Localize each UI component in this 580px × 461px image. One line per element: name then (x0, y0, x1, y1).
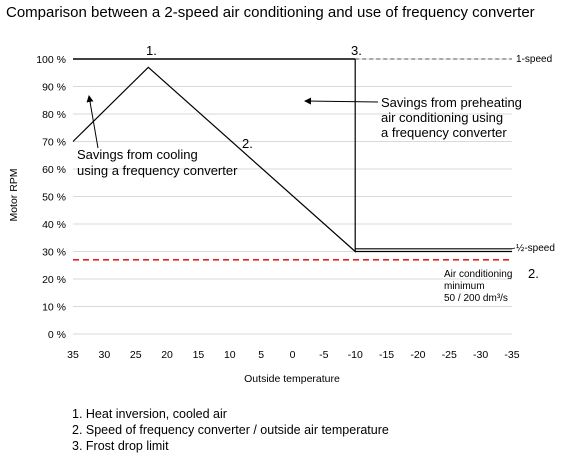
savings-preheating-line-1: Savings from preheating (381, 95, 522, 110)
x-tick-label: -5 (319, 349, 328, 361)
savings-cooling-line-1: Savings from cooling (77, 147, 198, 162)
y-tick-label: 60 % (42, 164, 66, 176)
chart: Comparison between a 2-speed air conditi… (6, 4, 555, 385)
footnote-3: 3. Frost drop limit (72, 439, 169, 453)
y-tick-labels: 0 % 10 % 20 % 30 % 40 % 50 % 60 % 70 % 80 % 90 % 1… (36, 54, 66, 341)
x-tick-label: 15 (193, 349, 205, 361)
x-tick-label: 10 (224, 349, 236, 361)
frequency-converter-line (72, 59, 356, 253)
y-tick-label: 100 % (36, 54, 66, 66)
x-tick-label: 5 (258, 349, 264, 361)
x-tick-label: -25 (442, 349, 457, 361)
arrow-cooling (86, 95, 99, 149)
x-tick-labels: 35 30 25 20 15 10 5 0 -5 -10 -15 -20 -25 -30 -35 (67, 349, 520, 361)
y-tick-label: 10 % (42, 302, 66, 314)
y-tick-label: 40 % (42, 219, 66, 231)
x-axis-label: Outside temperature (244, 373, 340, 385)
x-tick-label: 20 (161, 349, 173, 361)
minimum-text: Air conditioning minimum 50 / 200 dm³/s (444, 269, 515, 304)
savings-preheating-line-3: a frequency converter (381, 125, 507, 140)
minimum-marker: 2. (528, 266, 539, 281)
y-tick-label: 80 % (42, 109, 66, 121)
y-axis-label: Motor RPM (8, 168, 20, 221)
x-tick-label: -15 (379, 349, 394, 361)
x-tick-label: -35 (504, 349, 519, 361)
label-half-speed: ½-speed (516, 243, 555, 254)
savings-preheating-line-2: air conditioning using (381, 110, 503, 125)
series-lines (72, 58, 516, 261)
minimum-line-1: Air conditioning (444, 269, 512, 280)
marker-3: 3. (351, 43, 362, 58)
x-tick-label: 30 (99, 349, 111, 361)
footnote-2: 2. Speed of frequency converter / outsid… (72, 423, 389, 437)
y-tick-label: 0 % (48, 329, 66, 341)
arrow-preheating (304, 97, 379, 105)
footnotes: 1. Heat inversion, cooled air 2. Speed o… (72, 406, 389, 454)
savings-cooling-line-2: using a frequency converter (77, 163, 238, 178)
marker-2: 2. (242, 136, 253, 151)
x-tick-label: 0 (290, 349, 296, 361)
y-tick-label: 30 % (42, 247, 66, 259)
x-tick-label: -30 (473, 349, 488, 361)
half-speed-leader (511, 247, 516, 250)
x-tick-label: -10 (348, 349, 363, 361)
label-one-speed: 1-speed (516, 54, 552, 65)
y-tick-label: 50 % (42, 192, 66, 204)
minimum-line-3: 50 / 200 dm³/s (444, 293, 508, 304)
footnote-1: 1. Heat inversion, cooled air (72, 407, 227, 421)
x-tick-label: -20 (410, 349, 425, 361)
x-tick-label: 25 (130, 349, 142, 361)
savings-preheating-text: Savings from preheating air conditioning… (381, 95, 526, 140)
y-tick-label: 70 % (42, 137, 66, 149)
savings-cooling-text: Savings from cooling using a frequency c… (77, 147, 238, 178)
chart-title: Comparison between a 2-speed air conditi… (6, 4, 535, 21)
y-tick-label: 20 % (42, 274, 66, 286)
marker-1: 1. (146, 43, 157, 58)
y-tick-label: 90 % (42, 82, 66, 94)
x-tick-label: 35 (67, 349, 79, 361)
minimum-line-2: minimum (444, 281, 485, 292)
